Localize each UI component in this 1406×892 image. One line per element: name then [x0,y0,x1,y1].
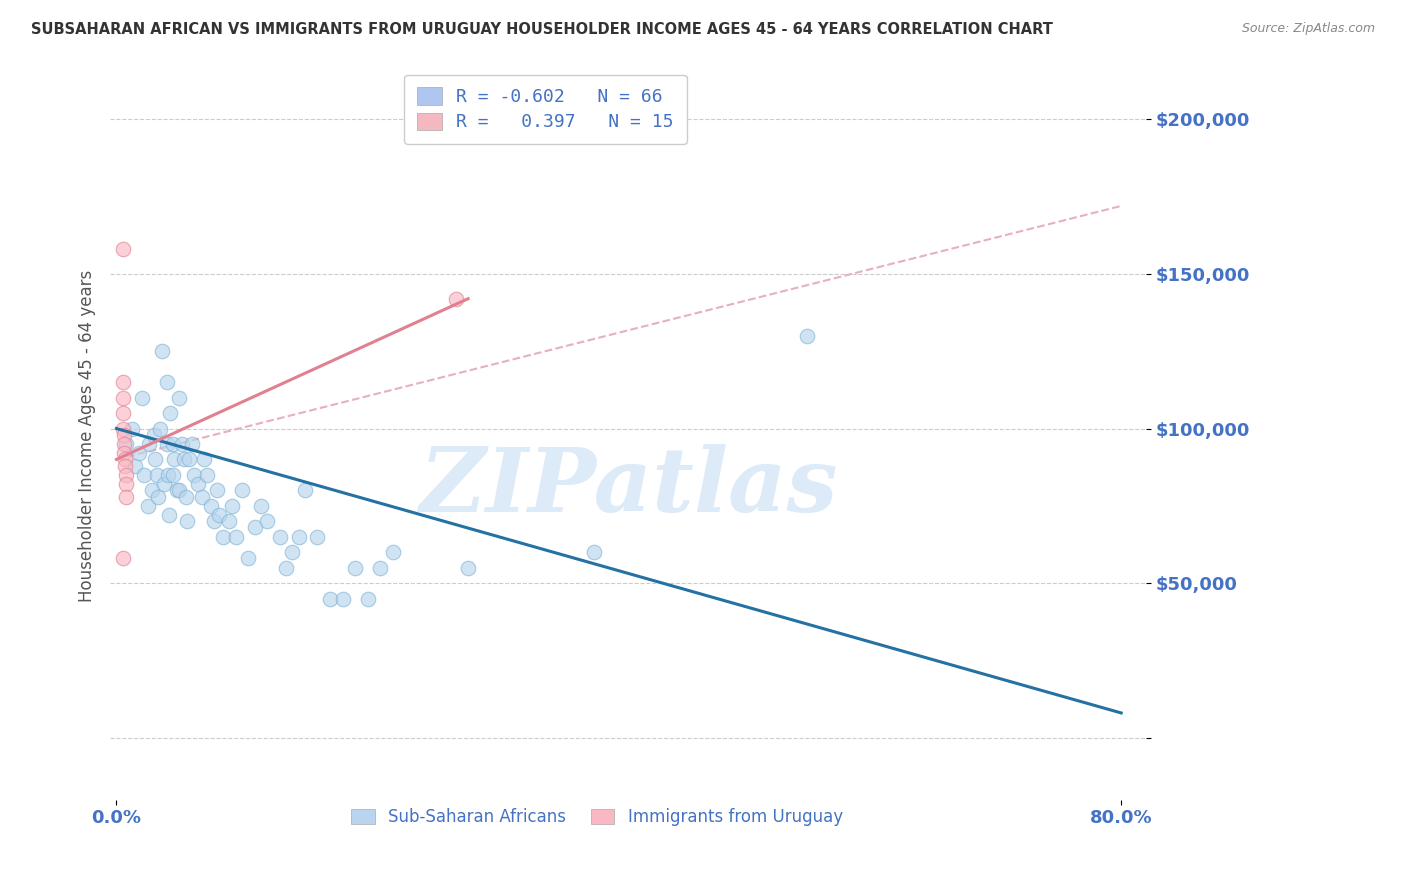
Point [149,421,172,435]
Point [111,242,134,256]
Point [111,375,134,389]
Point [356,591,378,606]
Point [145,467,167,482]
Point [238,551,260,566]
Point [796,328,818,343]
Point [136,499,159,513]
Point [195,467,218,482]
Point [368,560,391,574]
Point [243,520,266,534]
Point [115,467,138,482]
Point [111,406,134,420]
Point [167,483,190,498]
Point [115,490,138,504]
Point [202,514,225,528]
Point [174,490,197,504]
Point [111,421,134,435]
Legend: Sub-Saharan Africans, Immigrants from Uruguay: Sub-Saharan Africans, Immigrants from Ur… [343,800,851,835]
Point [141,483,163,498]
Point [112,446,135,460]
Point [170,437,193,451]
Point [205,483,228,498]
Point [582,545,605,559]
Point [156,437,179,451]
Point [281,545,304,559]
Point [344,560,367,574]
Point [457,560,479,574]
Text: Source: ZipAtlas.com: Source: ZipAtlas.com [1241,22,1375,36]
Point [112,437,135,451]
Point [381,545,404,559]
Point [124,458,146,473]
Point [143,427,166,442]
Point [212,530,235,544]
Point [200,499,222,513]
Point [166,483,188,498]
Point [156,375,179,389]
Point [150,344,173,359]
Point [162,467,184,482]
Point [193,452,215,467]
Point [163,452,186,467]
Point [146,490,169,504]
Point [128,446,150,460]
Point [183,467,205,482]
Point [319,591,342,606]
Point [111,551,134,566]
Point [132,467,155,482]
Point [231,483,253,498]
Point [256,514,278,528]
Point [162,437,184,451]
Point [138,437,160,451]
Point [287,530,309,544]
Point [159,406,181,420]
Point [111,391,134,405]
Point [173,452,195,467]
Text: ZIPatlas: ZIPatlas [419,444,837,531]
Point [332,591,354,606]
Point [157,508,180,522]
Point [208,508,231,522]
Point [180,437,202,451]
Point [145,452,167,467]
Point [121,421,143,435]
Point [131,391,153,405]
Point [114,452,136,467]
Point [218,514,240,528]
Point [156,467,179,482]
Point [294,483,316,498]
Point [115,437,138,451]
Point [167,391,190,405]
Point [114,458,136,473]
Point [191,490,214,504]
Point [269,530,291,544]
Point [176,514,198,528]
Point [225,530,247,544]
Point [179,452,201,467]
Point [221,499,243,513]
Point [250,499,273,513]
Point [112,427,135,442]
Point [153,477,176,491]
Point [444,292,467,306]
Point [307,530,329,544]
Point [187,477,209,491]
Point [274,560,297,574]
Text: SUBSAHARAN AFRICAN VS IMMIGRANTS FROM URUGUAY HOUSEHOLDER INCOME AGES 45 - 64 YE: SUBSAHARAN AFRICAN VS IMMIGRANTS FROM UR… [31,22,1053,37]
Point [115,477,138,491]
Y-axis label: Householder Income Ages 45 - 64 years: Householder Income Ages 45 - 64 years [79,270,96,602]
